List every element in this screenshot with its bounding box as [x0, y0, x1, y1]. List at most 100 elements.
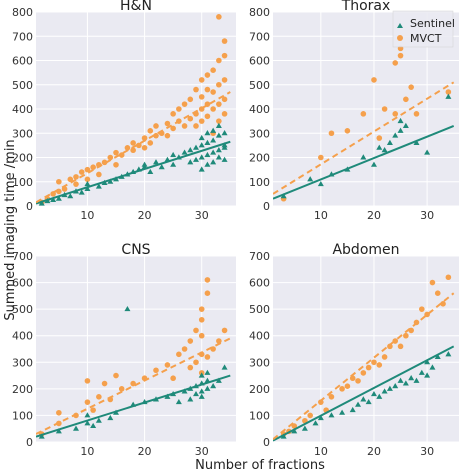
mvct-point	[216, 81, 222, 88]
mvct-fit-line	[36, 337, 231, 435]
sentinel-point	[38, 433, 45, 439]
mvct-point	[387, 343, 393, 350]
mvct-point	[153, 367, 159, 374]
mvct-point	[210, 106, 216, 112]
mvct-point	[204, 354, 211, 360]
sentinel-point	[291, 428, 298, 434]
mvct-point	[187, 338, 194, 344]
mvct-point	[84, 166, 91, 173]
mvct-point	[153, 132, 159, 139]
sentinel-fit-line	[36, 140, 231, 205]
mvct-point	[164, 362, 171, 368]
mvct-point	[198, 94, 205, 100]
y-tick-label: 300	[12, 127, 33, 140]
mvct-point	[204, 72, 211, 78]
sentinel-point	[424, 359, 431, 365]
mvct-point	[170, 375, 176, 382]
y-tick-label: 700	[249, 30, 270, 43]
sentinel-point	[215, 377, 222, 383]
y-tick-label: 300	[249, 356, 270, 369]
mvct-point	[187, 96, 194, 103]
mvct-point	[84, 378, 91, 384]
sentinel-point	[339, 409, 346, 415]
mvct-point	[210, 67, 216, 73]
mvct-point	[78, 169, 85, 175]
legend-mvct-marker	[397, 35, 403, 41]
sentinel-point	[221, 364, 228, 370]
sentinel-point	[84, 420, 91, 426]
sentinel-point	[84, 412, 91, 418]
sentinel-point	[147, 168, 154, 175]
sentinel-point	[424, 372, 431, 378]
y-tick-label: 700	[12, 30, 33, 43]
y-tick-label: 200	[12, 152, 33, 165]
mvct-point	[355, 378, 361, 384]
y-tick-label: 700	[12, 250, 33, 263]
legend-box	[392, 10, 454, 48]
sentinel-point	[175, 398, 182, 405]
mvct-point	[96, 394, 102, 400]
mvct-point	[84, 399, 91, 405]
sentinel-point	[381, 388, 388, 394]
sentinel-fit-line	[36, 374, 231, 438]
mvct-point	[96, 171, 102, 178]
mvct-point	[403, 332, 409, 339]
sentinel-point	[141, 161, 148, 167]
y-tick-label: 500	[249, 79, 270, 92]
mvct-fit-line	[273, 292, 455, 441]
sentinel-point	[418, 369, 425, 375]
sentinel-point	[198, 134, 205, 141]
sentinel-point	[402, 122, 409, 128]
mvct-point	[73, 174, 79, 180]
mvct-point	[67, 176, 74, 183]
sentinel-point	[55, 428, 62, 434]
sentinel-point	[301, 425, 308, 431]
plot-marks	[273, 45, 455, 202]
sentinel-point	[95, 417, 102, 423]
y-tick-label: 200	[249, 152, 270, 165]
mvct-point	[181, 101, 188, 107]
sentinel-point	[193, 390, 199, 397]
mvct-point	[118, 152, 125, 158]
sentinel-point	[402, 380, 409, 386]
sentinel-point	[392, 132, 399, 138]
mvct-point	[360, 111, 367, 117]
sentinel-point	[187, 159, 194, 165]
mvct-point	[216, 118, 222, 124]
mvct-point	[419, 306, 425, 312]
sentinel-point	[312, 420, 319, 426]
mvct-point	[302, 417, 308, 424]
x-tick-label: 20	[138, 209, 152, 222]
mvct-point	[187, 115, 194, 122]
mvct-point	[193, 327, 199, 334]
sentinel-point	[78, 189, 85, 195]
sentinel-point	[429, 364, 436, 370]
mvct-point	[170, 111, 176, 117]
sentinel-point	[360, 154, 367, 160]
sentinel-point	[84, 185, 91, 192]
mvct-point	[365, 364, 372, 371]
sentinel-point	[204, 385, 211, 391]
mvct-point	[101, 159, 108, 166]
mvct-point	[328, 130, 335, 137]
x-tick-label: 30	[195, 445, 209, 458]
sentinel-point	[204, 130, 211, 136]
mvct-point	[164, 120, 171, 127]
sentinel-point	[397, 127, 404, 133]
panel-title: H&N	[120, 0, 152, 14]
y-tick-label: 300	[12, 356, 33, 369]
mvct-point	[204, 86, 211, 93]
mvct-point	[371, 77, 377, 83]
sentinel-point	[198, 142, 205, 148]
y-tick-label: 400	[12, 330, 33, 343]
mvct-fit-line	[36, 91, 231, 204]
y-tick-label: 500	[12, 303, 33, 316]
mvct-point	[318, 154, 324, 161]
sentinel-point	[215, 154, 222, 160]
mvct-point	[381, 354, 388, 360]
mvct-point	[328, 394, 335, 400]
mvct-point	[204, 277, 211, 283]
mvct-point	[193, 86, 199, 93]
